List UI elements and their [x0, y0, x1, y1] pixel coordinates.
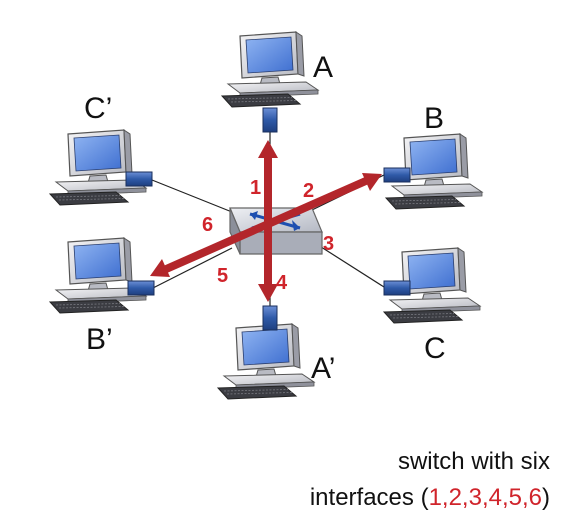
port-label-6: 6 [202, 214, 213, 236]
host-label-a: A [313, 51, 333, 84]
caption-prefix: interfaces ( [309, 484, 429, 511]
host-c-prime: C’ [49, 92, 153, 206]
host-b: B [383, 102, 483, 210]
arrow-b-to-b-prime [150, 173, 382, 277]
host-label-c-prime: C’ [84, 92, 112, 125]
host-label-a-prime: A’ [311, 352, 335, 385]
host-a-prime: A’ [217, 305, 335, 400]
cable-c-prime [151, 179, 233, 213]
caption-port-list: 1,2,3,4,5,6 [428, 484, 542, 511]
port-labels: 1 2 3 4 5 6 [202, 177, 334, 294]
caption-line-2: interfaces (1,2,3,4,5,6) [310, 484, 550, 512]
cable-c [317, 244, 385, 288]
port-label-1: 1 [250, 177, 261, 199]
host-a: A [221, 31, 333, 133]
port-connector-icon [262, 305, 278, 331]
host-label-b: B [424, 102, 444, 135]
port-label-5: 5 [217, 265, 228, 287]
cable-b-prime [152, 247, 233, 289]
port-connector-icon [262, 107, 278, 133]
host-c: C [383, 247, 481, 365]
transfer-arrows [150, 140, 382, 302]
host-b-prime: B’ [49, 237, 155, 356]
port-label-2: 2 [303, 180, 314, 202]
port-connector-icon [383, 280, 411, 296]
caption-suffix: ) [542, 484, 550, 511]
port-connector-icon [125, 171, 153, 187]
port-connector-icon [383, 167, 411, 183]
port-connector-icon [127, 280, 155, 296]
host-label-b-prime: B’ [86, 323, 113, 356]
caption-line-1: switch with six [397, 448, 550, 475]
host-label-c: C [424, 332, 446, 365]
port-label-3: 3 [323, 233, 334, 255]
port-label-4: 4 [276, 272, 288, 294]
